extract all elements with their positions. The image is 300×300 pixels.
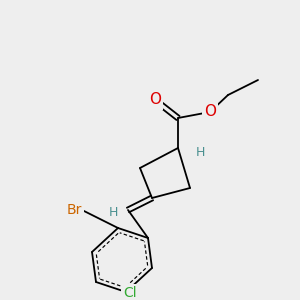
Text: H: H (196, 146, 206, 158)
Text: Br: Br (67, 203, 82, 217)
Text: Cl: Cl (123, 286, 137, 300)
Text: O: O (204, 104, 216, 119)
Text: H: H (109, 206, 118, 218)
Text: O: O (149, 92, 161, 107)
